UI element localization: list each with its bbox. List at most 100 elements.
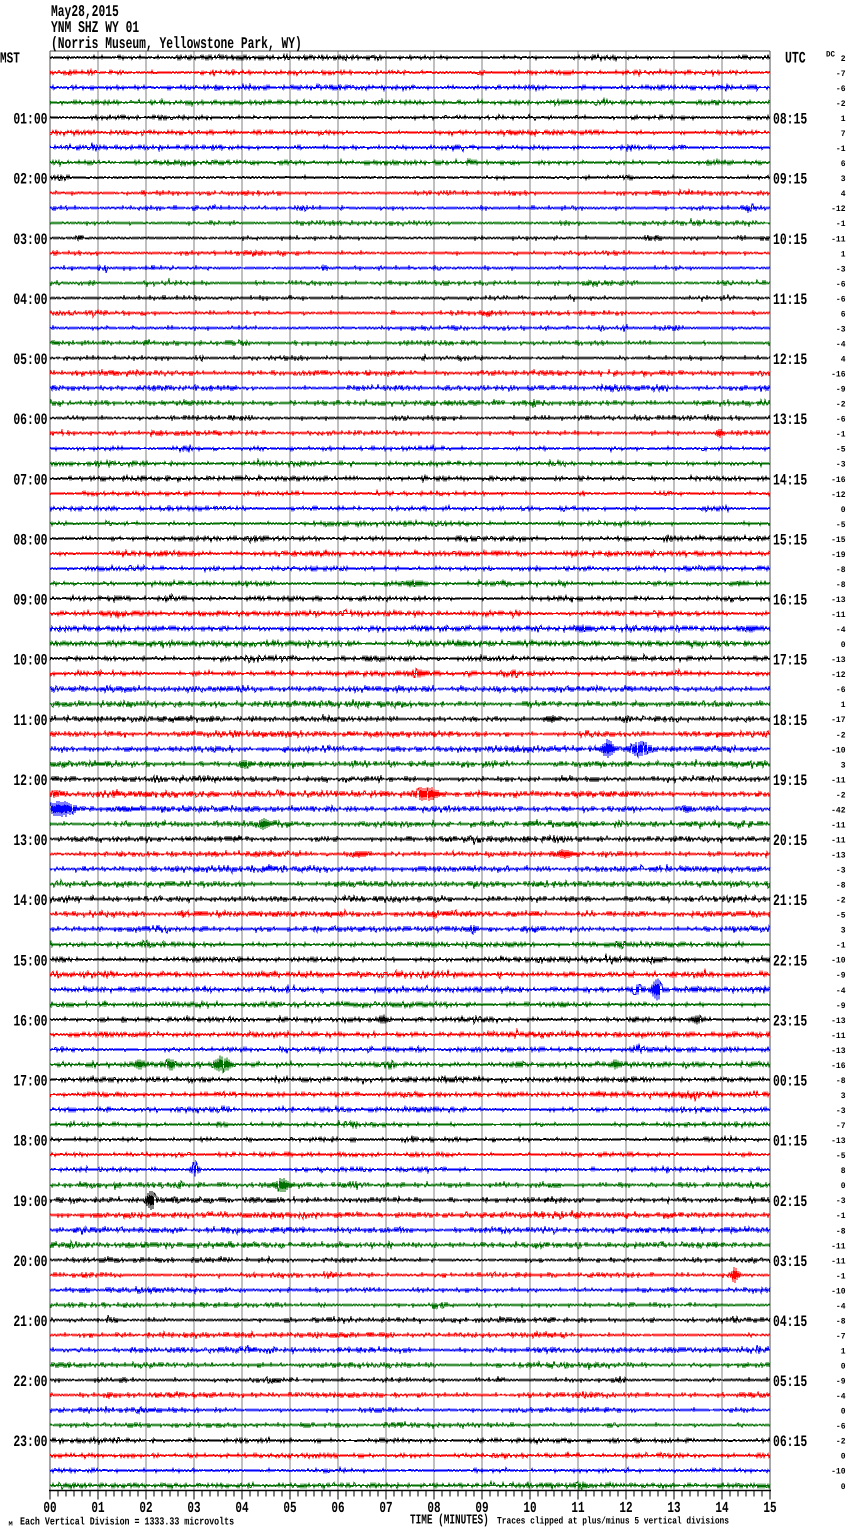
svg-text:03:15: 03:15 [773, 1255, 807, 1272]
svg-text:-15: -15 [831, 536, 846, 545]
svg-text:-9: -9 [836, 1002, 846, 1011]
svg-text:-11: -11 [831, 776, 846, 785]
svg-text:09: 09 [475, 1501, 488, 1518]
svg-text:0: 0 [841, 1482, 846, 1491]
svg-text:13:15: 13:15 [773, 413, 807, 430]
svg-text:15: 15 [763, 1501, 777, 1518]
svg-text:19:15: 19:15 [773, 774, 807, 791]
svg-text:07:00: 07:00 [13, 473, 47, 490]
svg-text:-5: -5 [836, 1152, 846, 1161]
svg-text:(Norris Museum, Yellowstone Pa: (Norris Museum, Yellowstone Park, WY) [51, 35, 302, 54]
svg-text:-11: -11 [831, 611, 846, 620]
svg-text:-10: -10 [831, 1287, 846, 1296]
svg-text:08: 08 [427, 1501, 441, 1518]
svg-text:-1: -1 [836, 1212, 846, 1221]
svg-text:1: 1 [841, 250, 846, 259]
svg-text:08:00: 08:00 [13, 533, 47, 550]
svg-text:08:15: 08:15 [773, 112, 807, 129]
svg-text:09:15: 09:15 [773, 173, 807, 190]
svg-text:03: 03 [187, 1501, 201, 1518]
svg-text:10:00: 10:00 [13, 653, 47, 670]
svg-text:04:15: 04:15 [773, 1315, 807, 1332]
svg-text:-6: -6 [836, 280, 846, 289]
svg-text:UTC: UTC [785, 50, 806, 68]
svg-text:-4: -4 [836, 340, 846, 349]
svg-text:-10: -10 [831, 1467, 846, 1476]
svg-text:-42: -42 [831, 806, 846, 815]
svg-text:21:00: 21:00 [13, 1315, 47, 1332]
svg-text:11:00: 11:00 [13, 714, 47, 731]
svg-text:-8: -8 [836, 1077, 846, 1086]
svg-text:12:00: 12:00 [13, 774, 47, 791]
svg-text:-17: -17 [831, 716, 846, 725]
svg-text:-11: -11 [831, 1032, 846, 1041]
svg-text:09:00: 09:00 [13, 593, 47, 610]
svg-text:14: 14 [715, 1501, 729, 1518]
svg-text:-3: -3 [836, 1197, 846, 1206]
svg-text:-7: -7 [836, 1332, 846, 1341]
svg-text:6: 6 [841, 160, 846, 169]
svg-text:-8: -8 [836, 881, 846, 890]
svg-text:0: 0 [841, 1407, 846, 1416]
svg-text:-4: -4 [836, 1392, 846, 1401]
svg-text:16:00: 16:00 [13, 1014, 47, 1031]
svg-text:-13: -13 [831, 656, 846, 665]
svg-text:-6: -6 [836, 415, 846, 424]
svg-text:02: 02 [139, 1501, 152, 1518]
svg-text:-2: -2 [836, 100, 846, 109]
svg-text:13: 13 [667, 1501, 681, 1518]
svg-text:0: 0 [841, 641, 846, 650]
svg-text:-19: -19 [831, 551, 846, 560]
svg-text:TIME (MINUTES): TIME (MINUTES) [410, 1512, 489, 1528]
svg-text:05: 05 [283, 1501, 297, 1518]
svg-text:-4: -4 [836, 986, 846, 995]
svg-text:06:15: 06:15 [773, 1435, 807, 1452]
svg-text:-16: -16 [831, 370, 846, 379]
svg-text:00: 00 [43, 1501, 56, 1518]
svg-text:04: 04 [235, 1501, 249, 1518]
svg-text:-11: -11 [831, 235, 846, 244]
svg-text:03:00: 03:00 [13, 233, 47, 250]
svg-text:10: 10 [523, 1501, 536, 1518]
svg-text:15:00: 15:00 [13, 954, 47, 971]
svg-text:YNM SHZ WY 01: YNM SHZ WY 01 [51, 20, 139, 37]
svg-text:22:15: 22:15 [773, 954, 807, 971]
svg-text:-2: -2 [836, 1437, 846, 1446]
svg-text:-3: -3 [836, 866, 846, 875]
svg-text:00:15: 00:15 [773, 1074, 807, 1091]
svg-text:-1: -1 [836, 145, 846, 154]
svg-text:02:00: 02:00 [13, 173, 47, 190]
svg-text:-2: -2 [836, 731, 846, 740]
svg-text:-8: -8 [836, 566, 846, 575]
svg-text:-6: -6 [836, 1422, 846, 1431]
svg-text:1: 1 [841, 115, 846, 124]
svg-text:-1: -1 [836, 941, 846, 950]
svg-text:-1: -1 [836, 220, 846, 229]
svg-text:-2: -2 [836, 896, 846, 905]
svg-text:-3: -3 [836, 265, 846, 274]
svg-text:11: 11 [571, 1501, 585, 1518]
svg-text:13:00: 13:00 [13, 834, 47, 851]
svg-text:7: 7 [841, 130, 846, 139]
svg-text:05:00: 05:00 [13, 353, 47, 370]
svg-text:01:15: 01:15 [773, 1134, 807, 1151]
svg-text:15:15: 15:15 [773, 533, 807, 550]
svg-text:-6: -6 [836, 85, 846, 94]
svg-text:10:15: 10:15 [773, 233, 807, 250]
svg-text:6: 6 [841, 310, 846, 319]
svg-text:3: 3 [841, 761, 846, 770]
svg-text:Traces clipped at plus/minus 5: Traces clipped at plus/minus 5 vertical … [497, 1516, 729, 1527]
svg-text:0: 0 [841, 506, 846, 515]
svg-text:2: 2 [841, 55, 846, 64]
svg-text:-4: -4 [836, 1302, 846, 1311]
svg-text:0: 0 [841, 1452, 846, 1461]
svg-text:-2: -2 [836, 791, 846, 800]
svg-text:3: 3 [841, 1092, 846, 1101]
svg-text:-13: -13 [831, 596, 846, 605]
svg-text:-7: -7 [836, 1122, 846, 1131]
svg-text:17:15: 17:15 [773, 653, 807, 670]
svg-text:-1: -1 [836, 1272, 846, 1281]
svg-text:-10: -10 [831, 956, 846, 965]
svg-text:1: 1 [841, 701, 846, 710]
svg-text:14:15: 14:15 [773, 473, 807, 490]
